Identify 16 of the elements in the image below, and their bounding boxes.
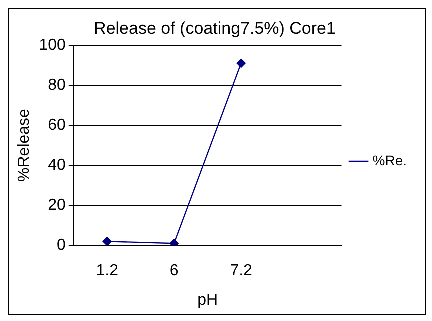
point (170, 239, 179, 246)
legend-label: %Re. (372, 152, 407, 168)
y-tick-label: 40 (48, 156, 66, 174)
y-tick-label: 60 (48, 116, 66, 134)
chart-title: Release of (coating7.5%) Core1 (94, 18, 336, 38)
y-tick-label: 0 (56, 237, 66, 254)
x-tick-label: 6 (170, 262, 179, 280)
y-axis-title: %Release (16, 108, 34, 182)
x-tick-label: 7.2 (230, 262, 253, 280)
point (102, 236, 112, 246)
x-axis-title: pH (198, 292, 218, 309)
x-tick-label: 1.2 (96, 262, 119, 280)
point (236, 58, 246, 68)
y-tick-label: 80 (48, 76, 66, 94)
y-tick-label: 100 (39, 36, 66, 54)
y-tick-label: 20 (48, 196, 66, 214)
